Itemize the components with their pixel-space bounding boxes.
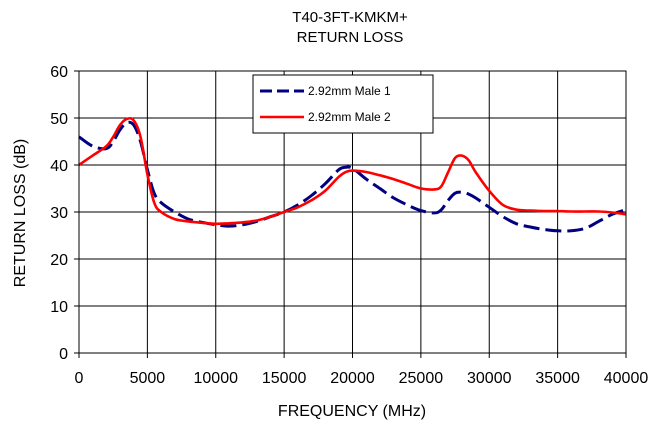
legend-box (252, 74, 434, 134)
legend: 2.92mm Male 1 2.92mm Male 2 (252, 74, 434, 134)
series-lines (78, 116, 627, 233)
x-tick-label: 5000 (130, 370, 166, 387)
y-tick-label: 30 (50, 205, 68, 222)
legend-label-male-1: 2.92mm Male 1 (308, 84, 391, 98)
x-tick-label: 0 (75, 370, 84, 387)
x-tick-label: 10000 (194, 370, 239, 387)
x-axis-title: FREQUENCY (MHz) (278, 403, 426, 420)
x-tick-label: 30000 (467, 370, 512, 387)
y-tick-label: 60 (50, 64, 68, 81)
x-tick-label: 15000 (262, 370, 307, 387)
series-line-2 (78, 116, 627, 226)
x-tick-label: 35000 (535, 370, 580, 387)
tick-labels: 0 5000 10000 15000 20000 25000 30000 35000 40000… (50, 64, 648, 387)
chart-title: T40-3FT-KMKM+ (292, 9, 408, 26)
y-axis-title: RETURN LOSS (dB) (12, 139, 29, 287)
y-tick-label: 50 (50, 111, 68, 128)
x-tick-label: 40000 (604, 370, 649, 387)
x-tick-label: 20000 (330, 370, 375, 387)
axes (74, 70, 627, 358)
y-tick-label: 40 (50, 158, 68, 175)
legend-label-male-2: 2.92mm Male 2 (308, 110, 391, 124)
x-tick-label: 25000 (399, 370, 444, 387)
chart-subtitle: RETURN LOSS (297, 29, 404, 46)
y-tick-label: 0 (59, 346, 68, 363)
y-tick-label: 10 (50, 299, 68, 316)
y-tick-label: 20 (50, 252, 68, 269)
